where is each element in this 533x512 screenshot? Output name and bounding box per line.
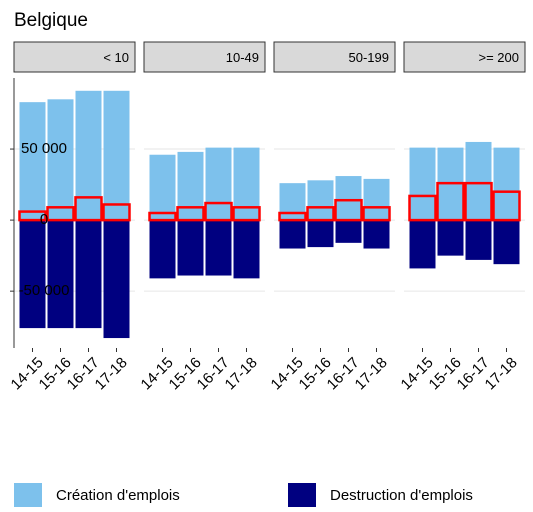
bar bbox=[177, 220, 204, 276]
bar bbox=[103, 220, 130, 339]
net-bar bbox=[102, 203, 131, 222]
facet-strip bbox=[13, 41, 136, 73]
facet-strip bbox=[143, 41, 266, 73]
net-bar bbox=[18, 210, 47, 222]
legend-swatch bbox=[14, 483, 42, 509]
bar bbox=[335, 220, 362, 243]
bar bbox=[233, 147, 260, 221]
bar bbox=[363, 220, 390, 249]
facet-strip bbox=[403, 41, 526, 73]
net-bar bbox=[148, 211, 177, 222]
x-tick-label: 17-18 bbox=[482, 354, 521, 393]
net-bar bbox=[408, 194, 437, 222]
bar bbox=[19, 220, 46, 329]
bar bbox=[493, 147, 520, 221]
net-bar bbox=[176, 206, 205, 222]
x-tick-label: 17-18 bbox=[222, 354, 261, 393]
bar bbox=[465, 220, 492, 260]
x-tick-label: 17-18 bbox=[92, 354, 131, 393]
net-bar bbox=[278, 211, 307, 222]
bar bbox=[149, 154, 176, 221]
facet-label: 10-49 bbox=[226, 50, 259, 65]
bar bbox=[233, 220, 260, 279]
bar bbox=[205, 220, 232, 276]
legend-label: Création d'emplois bbox=[56, 487, 180, 504]
bar bbox=[307, 180, 334, 221]
y-tick-label: 50 000 bbox=[21, 140, 67, 157]
net-bar bbox=[362, 206, 391, 222]
net-bar bbox=[74, 196, 103, 222]
facet-label: >= 200 bbox=[479, 50, 520, 65]
net-bar bbox=[464, 181, 493, 222]
bar bbox=[437, 220, 464, 256]
bar bbox=[409, 220, 436, 269]
bar bbox=[149, 220, 176, 279]
bar bbox=[307, 220, 334, 248]
bar bbox=[279, 220, 306, 249]
chart-title: Belgique bbox=[14, 10, 88, 31]
x-tick-label: 17-18 bbox=[352, 354, 391, 393]
bar bbox=[279, 183, 306, 221]
bar bbox=[75, 220, 102, 329]
legend-label: Destruction d'emplois bbox=[330, 487, 473, 504]
bar bbox=[363, 178, 390, 221]
net-bar bbox=[46, 206, 75, 222]
bar bbox=[493, 220, 520, 265]
legend-swatch bbox=[288, 483, 316, 509]
bar bbox=[465, 141, 492, 221]
net-bar bbox=[436, 181, 465, 222]
bar bbox=[205, 147, 232, 221]
bar bbox=[103, 90, 130, 221]
bar bbox=[47, 99, 74, 221]
net-bar bbox=[306, 206, 335, 222]
facet-label: < 10 bbox=[103, 50, 129, 65]
bar bbox=[177, 151, 204, 221]
bar bbox=[335, 176, 362, 221]
net-bar bbox=[232, 206, 261, 222]
net-bar bbox=[204, 201, 233, 222]
bar bbox=[47, 220, 74, 329]
facet-strip bbox=[273, 41, 396, 73]
bar bbox=[19, 102, 46, 221]
bar bbox=[75, 90, 102, 221]
y-tick-label: -50 000 bbox=[19, 282, 70, 299]
bar bbox=[409, 147, 436, 221]
y-tick-label: 0 bbox=[40, 211, 48, 228]
net-bar bbox=[334, 198, 363, 222]
net-bar bbox=[492, 190, 521, 222]
facet-label: 50-199 bbox=[349, 50, 389, 65]
